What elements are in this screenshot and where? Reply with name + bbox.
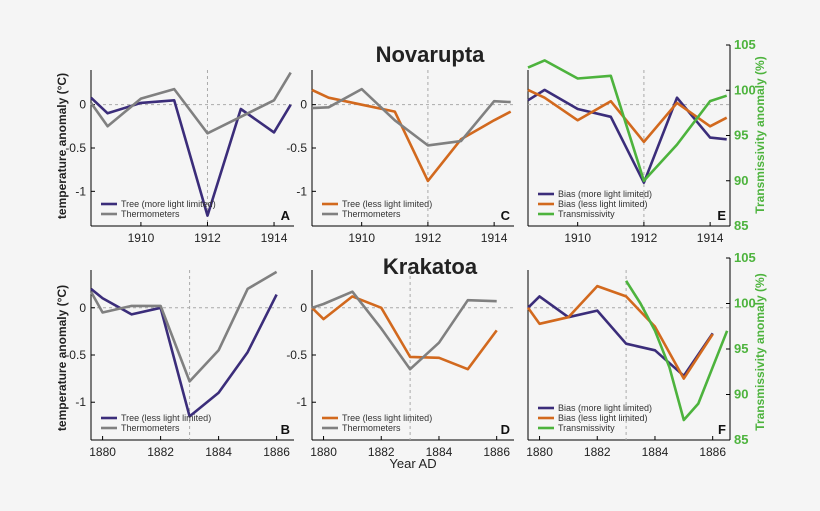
series-line-B-0 [90,287,278,418]
series-line-B-1 [89,270,278,383]
y-tick-label: 0 [300,98,307,112]
legend-label: Bias (less light limited) [558,413,648,423]
x-tick-label: 1886 [699,445,726,459]
legend-label: Thermometers [342,423,401,433]
right-axis-label-bottom: Transmissivity anomaly (%) [753,273,767,430]
series-line-F-1 [526,284,714,380]
y-tick-label: -1 [296,395,307,409]
x-tick-label: 1880 [310,445,337,459]
x-tick-label: 1910 [348,231,375,245]
x-tick-label: 1880 [526,445,553,459]
legend-label: Thermometers [121,423,180,433]
x-tick-label: 1912 [194,231,221,245]
right-tick-label: 105 [734,250,756,265]
panel-letter: A [281,208,291,223]
panel-letter: B [281,422,290,437]
panel-E: 1910 1912 1914 105 100 95 90 85 Bias (more light… [527,37,756,245]
series-line-E-1 [527,88,728,144]
right-tick-label: 95 [734,341,748,356]
series-line-E-0 [527,88,727,184]
y-tick-label: -0.5 [65,348,86,362]
panel-B: 1880 1882 1884 1886 0 -0.5 -1 Tree (less light … [65,270,294,459]
right-tick-label: 95 [734,128,748,143]
x-tick-label: 1914 [481,231,508,245]
y-tick-label: -0.5 [65,141,86,155]
right-axis-label-top: Transmissivity anomaly (%) [753,56,767,213]
x-tick-label: 1914 [697,231,724,245]
series-line-C-1 [311,87,511,147]
x-tick-label: 1882 [368,445,395,459]
y-tick-label: -1 [75,184,86,198]
y-tick-label: 0 [300,301,307,315]
right-tick-label: 100 [734,82,756,97]
series-line-D-0 [311,295,498,371]
x-tick-label: 1912 [415,231,442,245]
panel-F: 1880 1882 1884 1886 105 100 95 90 85 Bias (more l… [526,250,756,459]
x-tick-label: 1884 [426,445,453,459]
x-tick-label: 1880 [89,445,116,459]
right-tick-label: 85 [734,432,748,447]
legend-label: Transmissivity [558,209,615,219]
x-tick-label: 1886 [483,445,510,459]
panel-letter: C [501,208,511,223]
legend-label: Tree (more light limited) [121,199,216,209]
title-novarupta: Novarupta [376,42,486,67]
right-tick-label: 100 [734,296,756,311]
x-tick-label: 1884 [642,445,669,459]
legend-label: Thermometers [121,209,180,219]
y-tick-label: -0.5 [286,348,307,362]
title-krakatoa: Krakatoa [383,254,478,279]
legend-label: Tree (less light limited) [121,413,211,423]
series-line-E-2 [527,59,728,183]
panel-C: 1910 1912 1914 0 -0.5 -1 Tree (less light limi… [286,70,514,245]
x-tick-label: 1914 [261,231,288,245]
y-tick-label: -1 [296,184,307,198]
legend-label: Bias (less light limited) [558,199,648,209]
y-tick-label: -1 [75,395,86,409]
right-tick-label: 85 [734,218,748,233]
y-tick-label: 0 [79,98,86,112]
legend-label: Bias (more light limited) [558,189,652,199]
right-tick-label: 105 [734,37,756,52]
series-line-D-1 [311,290,497,371]
legend-label: Transmissivity [558,423,615,433]
panel-letter: D [501,422,510,437]
x-tick-label: 1910 [564,231,591,245]
panel-A: 1910 1912 1914 0 -0.5 -1 Tree (more light limi… [65,70,294,245]
x-tick-label: 1912 [631,231,658,245]
legend-label: Tree (less light limited) [342,413,432,423]
x-axis-label: Year AD [389,456,436,471]
x-tick-label: 1910 [128,231,155,245]
legend-label: Bias (more light limited) [558,403,652,413]
left-axis-label-top: temperature anomaly (°C) [55,73,69,219]
left-axis-label-bottom: temperature anomaly (°C) [55,285,69,431]
legend-label: Thermometers [342,209,401,219]
right-tick-label: 90 [734,387,748,402]
panel-letter: F [718,422,726,437]
series-line-A-1 [89,71,292,135]
series-line-C-0 [311,88,512,183]
y-tick-label: 0 [79,301,86,315]
x-tick-label: 1886 [263,445,290,459]
series-line-A-0 [90,96,292,217]
panel-D: 1880 1882 1884 1886 0 -0.5 -1 Tree (less light … [286,270,514,459]
panel-letter: E [717,208,726,223]
series-line-F-2 [625,280,729,422]
series-line-F-0 [527,295,714,378]
x-tick-label: 1884 [205,445,232,459]
y-tick-label: -0.5 [286,141,307,155]
right-tick-label: 90 [734,173,748,188]
legend-label: Tree (less light limited) [342,199,432,209]
x-tick-label: 1882 [584,445,611,459]
x-tick-label: 1882 [147,445,174,459]
